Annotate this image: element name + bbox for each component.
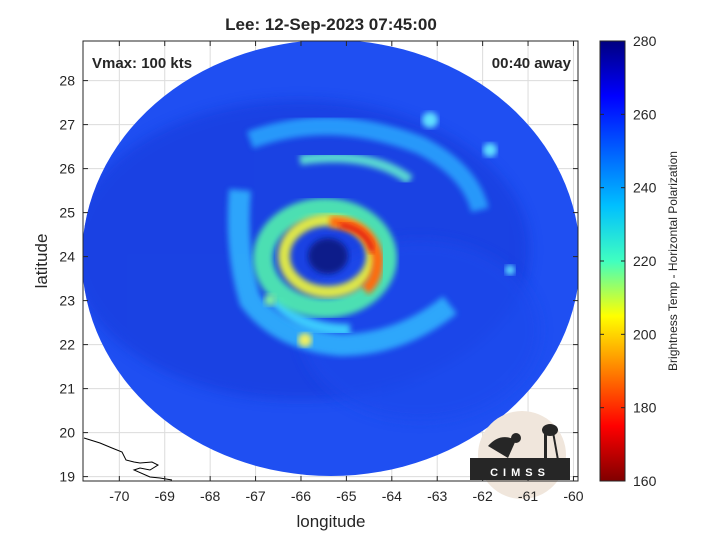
- water-tower-icon: [552, 431, 559, 461]
- x-tick-label: -69: [155, 488, 175, 504]
- plot-area: Vmax: 100 kts 00:40 away CIMSS: [82, 40, 579, 499]
- eyewall-hot-core: [339, 222, 375, 253]
- convective-cell: [298, 333, 312, 347]
- colorbar-tick-label: 200: [633, 326, 657, 342]
- y-tick-label: 20: [59, 425, 75, 441]
- vmax-label: Vmax: 100 kts: [92, 55, 192, 72]
- rain-band: [227, 189, 457, 357]
- rain-band: [270, 295, 351, 336]
- y-tick-label: 25: [59, 205, 75, 221]
- colorbar-ticks: 160 180 200 220 240 260 280: [600, 33, 657, 489]
- cimss-logo: CIMSS: [470, 411, 570, 499]
- y-tick-label: 19: [59, 469, 75, 485]
- storm-eye: [308, 238, 348, 274]
- logo-text: CIMSS: [490, 467, 550, 479]
- water-tower-icon: [542, 424, 558, 436]
- satellite-dish-icon: [488, 437, 516, 458]
- colorbar-gradient: [599, 40, 626, 482]
- x-axis-label: longitude: [296, 512, 365, 531]
- colorbar-tick-label: 180: [633, 400, 657, 416]
- y-tick-label: 21: [59, 381, 75, 397]
- rain-band: [246, 117, 489, 213]
- rain-band: [299, 152, 413, 185]
- convective-cell: [264, 294, 276, 306]
- y-axis: 19 20 21 22 23 24 25 26 27 28: [59, 73, 578, 485]
- x-tick-label: -68: [200, 488, 220, 504]
- x-tick-label: -62: [473, 488, 493, 504]
- y-tick-label: 24: [59, 249, 75, 265]
- eyewall-outer: [253, 198, 397, 318]
- x-tick-label: -66: [291, 488, 311, 504]
- x-tick-label: -67: [245, 488, 265, 504]
- time-away-label: 00:40 away: [492, 55, 572, 72]
- x-tick-label: -60: [563, 488, 583, 504]
- logo-disk: [478, 411, 566, 499]
- colorbar-tick-label: 260: [633, 106, 657, 122]
- convective-cell: [422, 112, 438, 128]
- y-tick-label: 26: [59, 161, 75, 177]
- water-tower-icon: [544, 432, 547, 460]
- colorbar: 160 180 200 220 240 260 280 Brightness Temp - …: [599, 33, 680, 489]
- y-axis-label: latitude: [32, 234, 51, 289]
- convective-cell: [483, 143, 497, 157]
- x-tick-label: -64: [382, 488, 402, 504]
- x-tick-label: -61: [518, 488, 538, 504]
- x-tick-label: -65: [336, 488, 356, 504]
- colorbar-label: Brightness Temp - Horizontal Polarizatio…: [666, 151, 680, 371]
- colorbar-tick-label: 160: [633, 473, 657, 489]
- coastline: [83, 437, 173, 481]
- logo-ground: [470, 458, 570, 480]
- x-axis: -70 -69 -68 -67 -66 -65 -64 -63 -62 -61 -60: [109, 41, 584, 504]
- y-tick-label: 23: [59, 293, 75, 309]
- figure-title: Lee: 12-Sep-2023 07:45:00: [225, 15, 437, 34]
- microwave-swath: [83, 41, 578, 476]
- colorbar-tick-label: 240: [633, 180, 657, 196]
- y-tick-label: 27: [59, 117, 75, 133]
- convective-cell: [505, 265, 515, 275]
- plot-frame: [82, 40, 579, 482]
- colorbar-tick-label: 220: [633, 253, 657, 269]
- y-tick-label: 22: [59, 337, 75, 353]
- colorbar-tick-label: 280: [633, 33, 657, 49]
- satellite-dish-icon: [511, 433, 521, 443]
- x-tick-label: -70: [109, 488, 129, 504]
- x-tick-label: -63: [427, 488, 447, 504]
- y-tick-label: 28: [59, 73, 75, 89]
